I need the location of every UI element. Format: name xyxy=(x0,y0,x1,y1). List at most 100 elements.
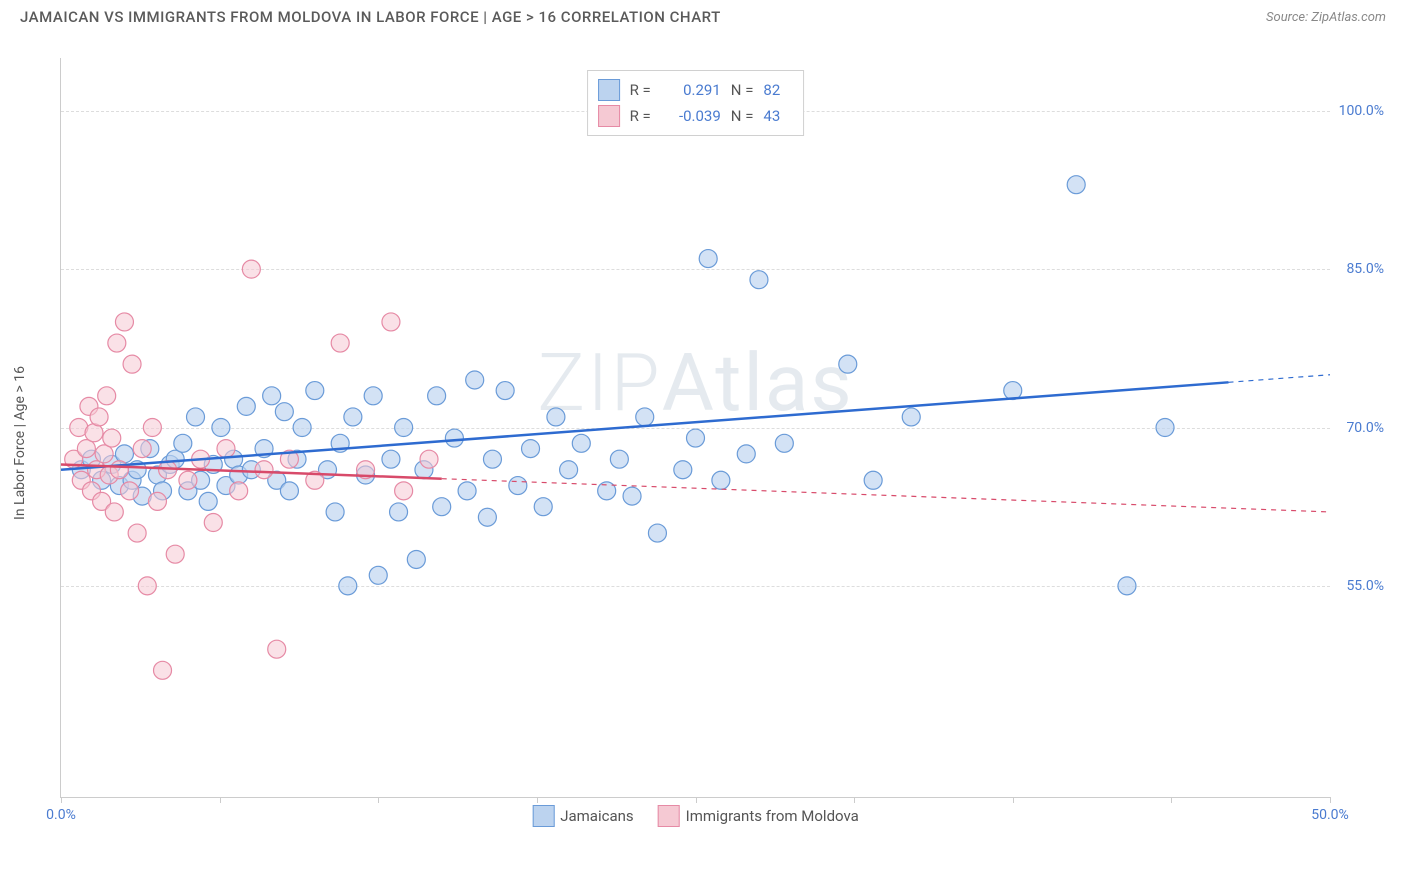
data-point xyxy=(458,482,476,500)
data-point xyxy=(77,440,95,458)
data-point xyxy=(390,503,408,521)
data-point xyxy=(572,434,590,452)
data-point xyxy=(326,503,344,521)
data-point xyxy=(90,408,108,426)
data-point xyxy=(115,313,133,331)
x-tick xyxy=(1330,797,1331,803)
r-label: R = xyxy=(630,107,651,125)
legend-swatch-icon xyxy=(532,805,554,827)
data-point xyxy=(121,482,139,500)
y-tick-label: 55.0% xyxy=(1346,578,1384,594)
data-point xyxy=(509,477,527,495)
data-point xyxy=(775,434,793,452)
data-point xyxy=(148,492,166,510)
data-point xyxy=(103,429,121,447)
data-point xyxy=(623,487,641,505)
y-axis-label: In Labor Force | Age > 16 xyxy=(12,366,28,520)
n-label: N = xyxy=(731,81,754,99)
n-label: N = xyxy=(731,107,754,125)
data-point xyxy=(750,271,768,289)
data-point xyxy=(339,577,357,595)
data-point xyxy=(522,440,540,458)
data-point xyxy=(217,440,235,458)
data-point xyxy=(174,434,192,452)
legend-label: Jamaicans xyxy=(560,807,633,825)
trend-line-extension xyxy=(442,479,1330,512)
data-point xyxy=(344,408,362,426)
x-tick xyxy=(61,797,62,803)
data-point xyxy=(255,461,273,479)
data-point xyxy=(306,382,324,400)
data-point xyxy=(85,424,103,442)
data-point xyxy=(115,445,133,463)
data-point xyxy=(275,403,293,421)
legend-item: Immigrants from Moldova xyxy=(658,805,859,827)
data-point xyxy=(123,355,141,373)
data-point xyxy=(674,461,692,479)
data-point xyxy=(128,524,146,542)
data-point xyxy=(133,440,151,458)
data-point xyxy=(382,313,400,331)
data-point xyxy=(143,419,161,437)
data-point xyxy=(138,577,156,595)
data-point xyxy=(395,419,413,437)
r-value: -0.039 xyxy=(661,107,721,125)
data-point xyxy=(280,482,298,500)
data-point xyxy=(466,371,484,389)
series-legend: Jamaicans Immigrants from Moldova xyxy=(532,805,859,827)
data-point xyxy=(648,524,666,542)
data-point xyxy=(242,260,260,278)
y-tick-label: 100.0% xyxy=(1339,103,1384,119)
legend-swatch-icon xyxy=(658,805,680,827)
legend-item: Jamaicans xyxy=(532,805,633,827)
data-point xyxy=(230,482,248,500)
data-point xyxy=(1156,419,1174,437)
x-tick-label: 50.0% xyxy=(1311,807,1349,823)
data-point xyxy=(293,419,311,437)
legend-swatch-icon xyxy=(598,79,620,101)
r-value: 0.291 xyxy=(661,81,721,99)
correlation-legend: R = 0.291 N = 82 R = -0.039 N = 43 xyxy=(587,70,805,136)
chart-title: JAMAICAN VS IMMIGRANTS FROM MOLDOVA IN L… xyxy=(20,8,721,26)
data-point xyxy=(496,382,514,400)
data-point xyxy=(263,387,281,405)
data-point xyxy=(108,334,126,352)
x-tick-label: 0.0% xyxy=(46,807,76,823)
data-point xyxy=(1118,577,1136,595)
data-point xyxy=(433,498,451,516)
data-point xyxy=(212,419,230,437)
data-point xyxy=(483,450,501,468)
x-tick xyxy=(696,797,697,803)
data-point xyxy=(839,355,857,373)
x-tick xyxy=(378,797,379,803)
x-tick xyxy=(1013,797,1014,803)
data-point xyxy=(187,408,205,426)
data-point xyxy=(560,461,578,479)
r-label: R = xyxy=(630,81,651,99)
data-point xyxy=(610,450,628,468)
data-point xyxy=(428,387,446,405)
data-point xyxy=(902,408,920,426)
n-value: 82 xyxy=(763,81,793,99)
legend-row: R = -0.039 N = 43 xyxy=(598,103,794,129)
data-point xyxy=(478,508,496,526)
data-point xyxy=(737,445,755,463)
data-point xyxy=(95,445,113,463)
legend-label: Immigrants from Moldova xyxy=(686,807,859,825)
legend-swatch-icon xyxy=(598,105,620,127)
data-point xyxy=(547,408,565,426)
data-point xyxy=(699,250,717,268)
data-point xyxy=(204,514,222,532)
data-point xyxy=(110,461,128,479)
x-tick xyxy=(220,797,221,803)
data-point xyxy=(179,471,197,489)
trend-line xyxy=(61,382,1228,469)
data-point xyxy=(534,498,552,516)
plot-area: ZIPAtlas R = 0.291 N = 82 R = -0.039 N =… xyxy=(60,58,1330,798)
data-point xyxy=(382,450,400,468)
data-point xyxy=(98,387,116,405)
scatter-plot-svg xyxy=(61,58,1330,797)
trend-line-extension xyxy=(1228,375,1330,383)
y-tick-label: 85.0% xyxy=(1346,261,1384,277)
data-point xyxy=(395,482,413,500)
